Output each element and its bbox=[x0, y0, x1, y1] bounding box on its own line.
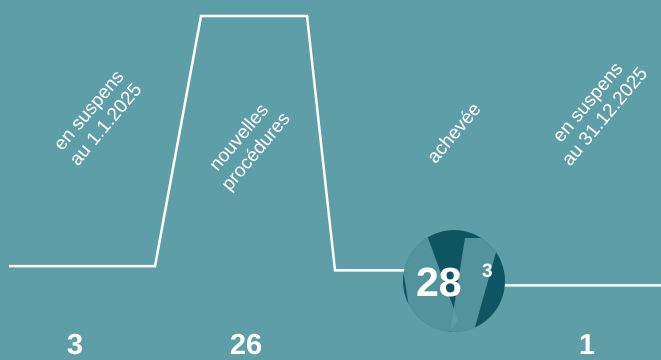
phase-label-pending-start: en suspens au 1.1.2025 bbox=[50, 67, 146, 170]
completed-count: 28 bbox=[416, 259, 462, 305]
phase-label-pending-end: en suspens au 31.12.2025 bbox=[549, 59, 652, 170]
count-pending-end: 1 bbox=[579, 329, 595, 360]
count-new-procedures: 26 bbox=[230, 329, 262, 360]
count-pending-start: 3 bbox=[67, 329, 83, 360]
phase-label-completed: achevée bbox=[423, 99, 485, 168]
phase-label-line: achevée bbox=[423, 99, 485, 168]
completed-badge: 28 3 bbox=[403, 230, 505, 332]
phase-label-new-procedures: nouvelles procédures bbox=[205, 100, 294, 195]
completed-footnote-mark: 3 bbox=[482, 261, 493, 282]
